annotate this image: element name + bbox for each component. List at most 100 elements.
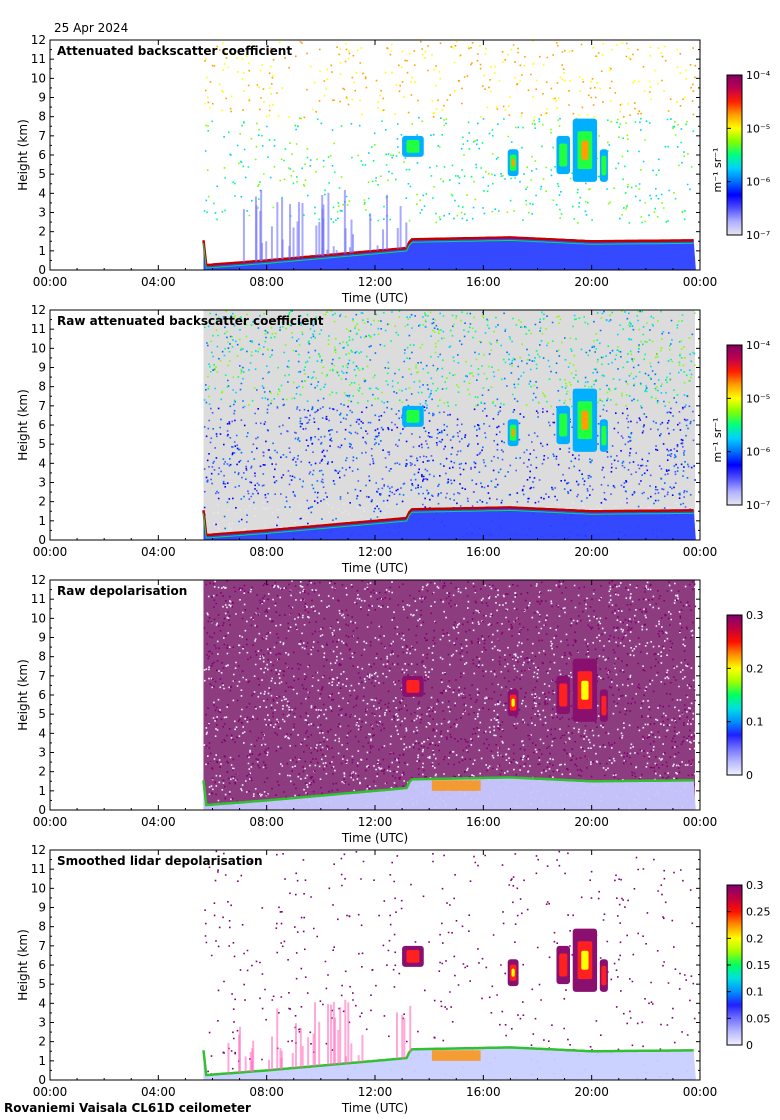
y-tick-label: 12 bbox=[31, 303, 46, 317]
heatmap-area bbox=[202, 580, 697, 810]
y-tick-label: 12 bbox=[31, 33, 46, 47]
plot-date: 25 Apr 2024 bbox=[54, 21, 129, 35]
colorbar-tick-label: 0.1 bbox=[746, 986, 764, 999]
y-tick-label: 8 bbox=[38, 650, 46, 664]
y-tick-label: 12 bbox=[31, 843, 46, 857]
y-tick-label: 3 bbox=[38, 1016, 46, 1030]
x-tick-label: 00:00 bbox=[33, 275, 68, 289]
x-tick-label: 16:00 bbox=[466, 1085, 501, 1099]
y-tick-label: 1 bbox=[38, 514, 46, 528]
colorbar bbox=[726, 614, 743, 776]
x-tick-label: 16:00 bbox=[466, 545, 501, 559]
colorbar-tick-label: 10⁻⁵ bbox=[746, 122, 770, 135]
y-axis-label: Height (km) bbox=[16, 659, 30, 730]
panel-title: Raw depolarisation bbox=[57, 584, 187, 598]
colorbar-tick-label: 0.15 bbox=[746, 959, 771, 972]
boundary-layer bbox=[203, 777, 696, 810]
x-tick-label: 04:00 bbox=[141, 815, 176, 829]
colorbar-tick-label: 0.2 bbox=[746, 662, 764, 675]
x-tick-label: 20:00 bbox=[574, 1085, 609, 1099]
y-tick-label: 4 bbox=[38, 186, 46, 200]
x-tick-label: 12:00 bbox=[358, 275, 393, 289]
y-tick-label: 6 bbox=[38, 688, 46, 702]
x-tick-label: 20:00 bbox=[574, 815, 609, 829]
panel-title: Smoothed lidar depolarisation bbox=[57, 854, 263, 868]
y-tick-label: 0 bbox=[38, 1073, 46, 1087]
y-tick-label: 2 bbox=[38, 495, 46, 509]
boundary-layer bbox=[203, 507, 696, 540]
y-tick-label: 5 bbox=[38, 707, 46, 721]
x-tick-label: 04:00 bbox=[141, 275, 176, 289]
x-tick-label: 00:00 bbox=[33, 545, 68, 559]
colorbar-tick-label: 0.3 bbox=[746, 609, 764, 622]
x-tick-label: 20:00 bbox=[574, 545, 609, 559]
x-axis-label: Time (UTC) bbox=[341, 291, 408, 305]
x-tick-label: 20:00 bbox=[574, 275, 609, 289]
x-tick-label: 00:00 bbox=[683, 275, 718, 289]
y-axis-label: Height (km) bbox=[16, 119, 30, 190]
y-tick-label: 10 bbox=[31, 341, 46, 355]
heatmap-area bbox=[202, 850, 696, 1080]
colorbar-unit-label: m⁻¹ sr⁻¹ bbox=[711, 418, 724, 463]
colorbar-tick-label: 10⁻⁴ bbox=[746, 69, 771, 82]
x-tick-label: 12:00 bbox=[358, 815, 393, 829]
x-tick-label: 00:00 bbox=[683, 545, 718, 559]
x-tick-label: 16:00 bbox=[466, 815, 501, 829]
colorbar-tick-label: 0.2 bbox=[746, 932, 764, 945]
x-tick-label: 00:00 bbox=[683, 1085, 718, 1099]
y-tick-label: 7 bbox=[38, 669, 46, 683]
heatmap-area bbox=[202, 40, 697, 270]
colorbar-tick-label: 0.3 bbox=[746, 879, 764, 892]
colorbar bbox=[726, 344, 743, 506]
x-tick-label: 08:00 bbox=[249, 275, 284, 289]
y-tick-label: 2 bbox=[38, 225, 46, 239]
x-tick-label: 00:00 bbox=[33, 815, 68, 829]
y-tick-label: 7 bbox=[38, 399, 46, 413]
y-tick-label: 6 bbox=[38, 148, 46, 162]
x-tick-label: 04:00 bbox=[141, 545, 176, 559]
y-tick-label: 10 bbox=[31, 881, 46, 895]
colorbar-tick-label: 10⁻⁷ bbox=[746, 499, 770, 512]
panel-title: Raw attenuated backscatter coefficient bbox=[57, 314, 324, 328]
x-tick-label: 08:00 bbox=[249, 545, 284, 559]
y-tick-label: 9 bbox=[38, 631, 46, 645]
colorbar-tick-label: 0 bbox=[746, 769, 753, 782]
cloud-base-line bbox=[202, 776, 694, 807]
instrument-footer: Rovaniemi Vaisala CL61D ceilometer bbox=[4, 1101, 251, 1115]
y-tick-label: 12 bbox=[31, 573, 46, 587]
y-tick-label: 9 bbox=[38, 361, 46, 375]
y-tick-label: 11 bbox=[31, 862, 46, 876]
y-axis-label: Height (km) bbox=[16, 929, 30, 1000]
colorbar-tick-label: 0.1 bbox=[746, 716, 764, 729]
y-tick-label: 5 bbox=[38, 167, 46, 181]
y-tick-label: 9 bbox=[38, 91, 46, 105]
colorbar-tick-label: 10⁻⁵ bbox=[746, 392, 770, 405]
y-tick-label: 0 bbox=[38, 533, 46, 547]
cloud-base-line bbox=[202, 506, 694, 537]
x-tick-label: 12:00 bbox=[358, 1085, 393, 1099]
colorbar-tick-label: 0 bbox=[746, 1039, 753, 1052]
y-tick-label: 0 bbox=[38, 803, 46, 817]
x-axis-label: Time (UTC) bbox=[341, 561, 408, 575]
colorbar-tick-label: 0.25 bbox=[746, 906, 771, 919]
x-tick-label: 12:00 bbox=[358, 545, 393, 559]
colorbar-unit-label: m⁻¹ sr⁻¹ bbox=[711, 148, 724, 193]
x-tick-label: 00:00 bbox=[33, 1085, 68, 1099]
y-tick-label: 5 bbox=[38, 977, 46, 991]
y-tick-label: 4 bbox=[38, 726, 46, 740]
x-tick-label: 08:00 bbox=[249, 1085, 284, 1099]
heatmap-area bbox=[202, 310, 696, 540]
y-tick-label: 3 bbox=[38, 746, 46, 760]
y-tick-label: 3 bbox=[38, 206, 46, 220]
y-tick-label: 4 bbox=[38, 456, 46, 470]
y-tick-label: 10 bbox=[31, 611, 46, 625]
y-tick-label: 0 bbox=[38, 263, 46, 277]
colorbar-tick-label: 0.05 bbox=[746, 1012, 771, 1025]
y-tick-label: 8 bbox=[38, 920, 46, 934]
y-tick-label: 9 bbox=[38, 901, 46, 915]
y-tick-label: 6 bbox=[38, 418, 46, 432]
boundary-layer bbox=[203, 237, 696, 270]
